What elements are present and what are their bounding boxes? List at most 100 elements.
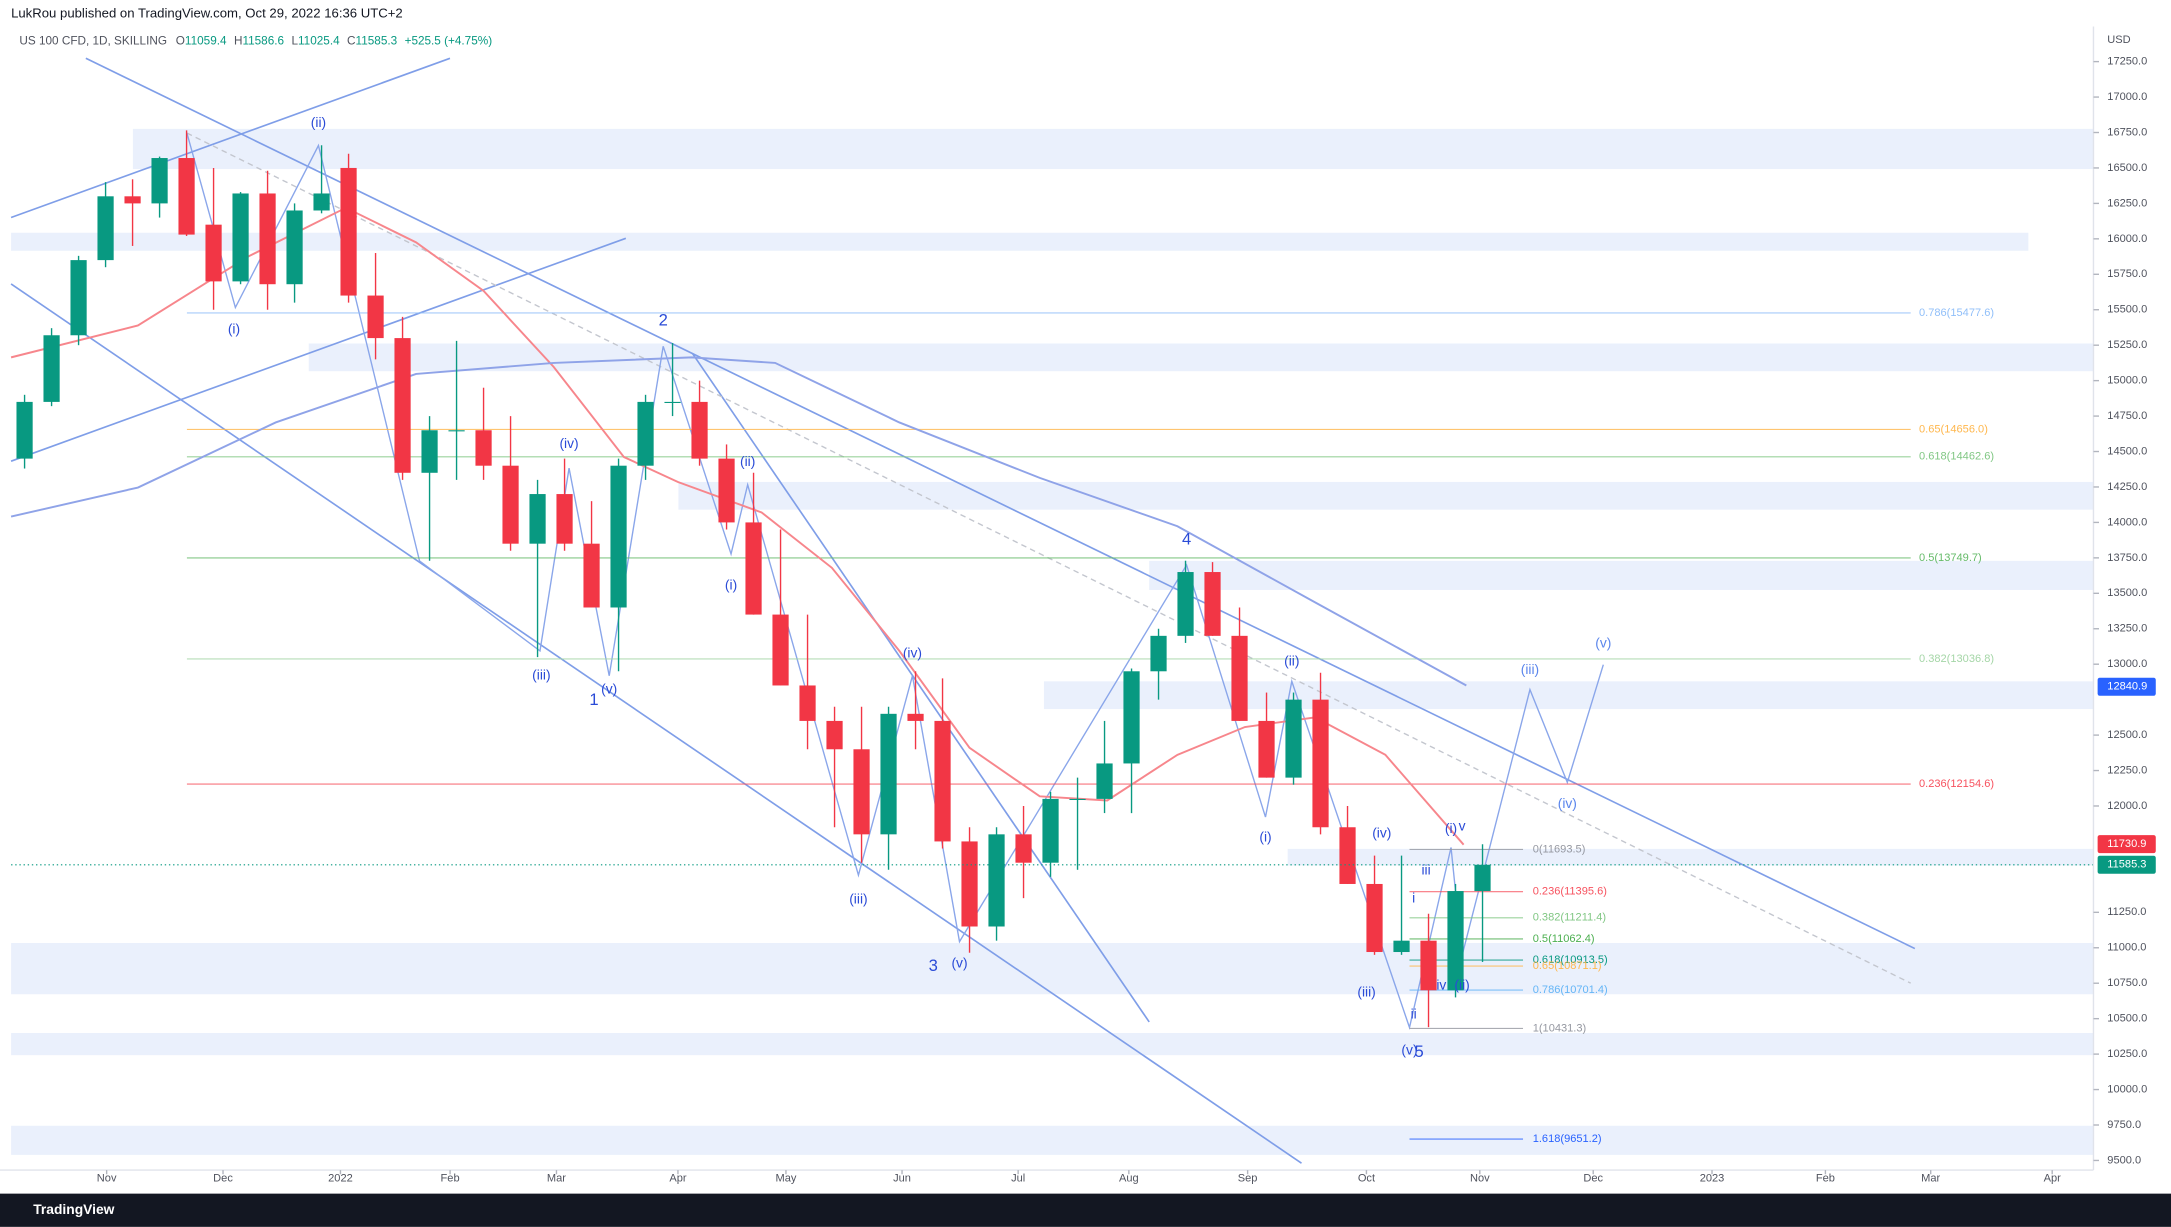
y-tick-label: 16750.0 [2107,126,2147,138]
y-tick-label: 13750.0 [2107,552,2147,564]
candle-body [1420,940,1437,991]
y-tick-label: 10250.0 [2107,1048,2147,1060]
candle-body [1339,827,1356,884]
x-tick-label: May [775,1172,796,1184]
fib-label: 1(10431.3) [1533,1022,1587,1034]
ohlc-prefix: O [176,35,185,48]
trend-line [85,57,1916,950]
candle-body [340,167,357,296]
zone [678,481,2094,510]
candle-body [259,193,276,285]
y-tick-label: 13000.0 [2107,658,2147,670]
x-tick-label: Feb [441,1172,460,1184]
ohlc-value: 11585.3 [356,35,398,48]
zone [11,1033,2094,1056]
fib-label: 0.65(14656.0) [1919,423,1988,435]
candle-body [745,522,762,615]
ohlc-prefix: H [234,35,243,48]
wave-label: (v) [951,954,967,970]
axes: USD 17250.0 17000.0 16750.0 16500.0 16250.0 1… [0,26,2171,1194]
candle-body [988,834,1005,927]
price-tag [2097,835,2156,854]
y-tick-label: 9500.0 [2107,1154,2141,1166]
candle-body [664,401,681,404]
candle-body [1069,798,1086,801]
candle-body [799,685,816,721]
wave-label: i [1412,889,1415,905]
price-tag-label: 11730.9 [2107,838,2146,850]
price-tag [2097,855,2156,874]
price-axis-bg [2093,26,2171,1194]
wave-label: ii [1411,1006,1417,1022]
candle-body [1366,883,1383,953]
wave-label: (ii) [1284,653,1299,669]
wave-label: (i) [1445,820,1457,836]
candle-body [70,260,87,336]
candle-body [448,430,465,432]
candle-body [1096,763,1113,799]
ohlc-prefix: L [291,35,298,48]
y-tick-label: 13250.0 [2107,623,2147,635]
candle-body [502,465,519,544]
wave-label: (ii) [740,453,755,469]
wave-label: (v) [601,680,617,696]
wave-label: (iii) [1357,984,1375,1000]
y-tick-label: 11250.0 [2107,906,2146,918]
x-tick-label: Nov [1470,1172,1490,1184]
fib-label: 1.618(9651.2) [1533,1133,1602,1145]
x-tick-label: Apr [669,1172,687,1184]
wave-label: (iii) [849,891,867,907]
zone [11,232,2029,251]
wave-label: (i) [1259,828,1271,844]
fib-label: 0.618(14462.6) [1919,451,1994,463]
y-tick-label: 15500.0 [2107,304,2147,316]
candle-body [475,430,492,466]
wave-label: (v) [1401,1042,1417,1058]
candle-body [394,338,411,473]
candle-body [1042,798,1059,863]
zone [308,343,2094,372]
y-tick-label: 12250.0 [2107,764,2147,776]
candle-body [178,158,195,235]
candle-body [43,335,60,402]
candle-body [610,465,627,608]
fib-label: 0.382(11211.4) [1533,912,1606,924]
x-tick-label: Mar [1921,1172,1940,1184]
plot [10,57,2094,1164]
wave-label: (iv) [1372,824,1391,840]
wave-path [186,132,664,676]
symbol-info: US 100 CFD, 1D, SKILLING O11059.4 H11586… [19,35,492,48]
wave-label: (i) [228,320,240,336]
published-note: LukRou published on TradingView.com, Oct… [11,5,403,20]
y-tick-label: 14000.0 [2107,516,2147,528]
wave-label: (ii) [311,114,326,130]
candle-body [232,193,249,282]
wave-label: (i) [725,576,737,592]
wave-label: (v) [1595,635,1611,651]
x-tick-label: Apr [2044,1172,2062,1184]
y-tick-label: 17000.0 [2107,91,2147,103]
wave-label: (iv) [559,435,578,451]
wave-label: 5 [1415,1042,1424,1061]
wave-label: (iv) [903,644,922,660]
y-tick-label: 15750.0 [2107,268,2147,280]
y-tick-label: 12000.0 [2107,800,2147,812]
candle-body [826,720,843,750]
y-tick-label: 12500.0 [2107,729,2147,741]
y-tick-label: 14250.0 [2107,481,2147,493]
y-tick-label: 11000.0 [2107,942,2146,954]
x-tick-label: Dec [1583,1172,1603,1184]
ohlc-value: 11586.6 [242,35,284,48]
fib-label: 0.5(13749.7) [1919,552,1982,564]
zone [11,1125,2094,1155]
y-tick-label: 15250.0 [2107,339,2147,351]
trend-line [10,237,627,462]
candle-body [1150,635,1167,672]
candle-body [1285,699,1302,778]
candle-body [367,295,384,339]
wave-label: iv [1436,977,1446,993]
moving-average [10,356,1467,687]
y-tick-label: 13500.0 [2107,587,2147,599]
